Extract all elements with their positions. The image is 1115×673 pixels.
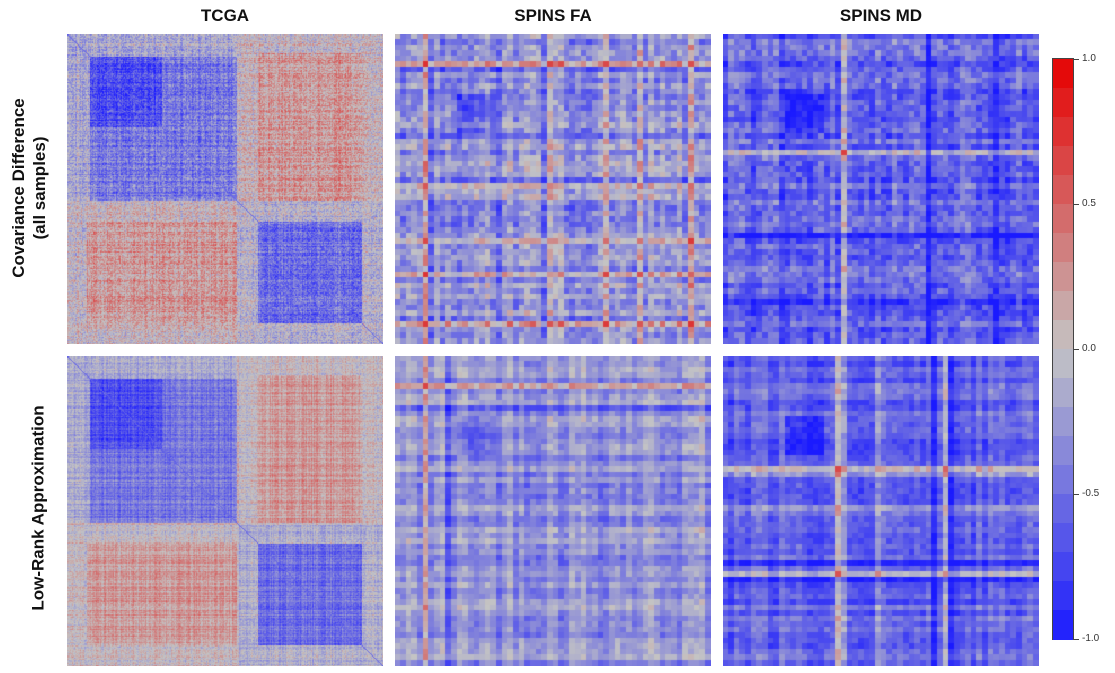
colorbar-band (1053, 581, 1073, 611)
row-label-covariance-difference: Covariance Difference (all samples) (8, 98, 50, 278)
colorbar-band (1053, 59, 1073, 89)
heatmap-spins-md-covariance (723, 34, 1039, 344)
colorbar-band (1053, 552, 1073, 582)
colorbar-tick (1074, 349, 1079, 350)
colorbar-band (1053, 407, 1073, 437)
heatmap-tcga-covariance (67, 34, 383, 344)
colorbar-band (1053, 117, 1073, 147)
colorbar-band (1053, 175, 1073, 205)
colorbar-gradient (1052, 58, 1074, 640)
colorbar-band (1053, 204, 1073, 234)
heatmap-spins-fa-low-rank (395, 356, 711, 666)
row-label-low-rank-approximation: Low-Rank Approximation (28, 405, 49, 610)
colorbar-tick-label: -0.5 (1082, 488, 1100, 499)
colorbar-band (1053, 465, 1073, 495)
column-title-spins-md: SPINS MD (839, 6, 923, 25)
heatmap-spins-md-low-rank (723, 356, 1039, 666)
colorbar-band (1053, 494, 1073, 524)
colorbar-tick (1074, 639, 1079, 640)
colorbar-tick (1074, 204, 1079, 205)
colorbar-band (1053, 146, 1073, 176)
colorbar-tick-label: -1.0 (1082, 633, 1100, 644)
colorbar-band (1053, 523, 1073, 553)
colorbar-tick (1074, 59, 1079, 60)
colorbar-band (1053, 262, 1073, 292)
column-title-spins-fa: SPINS FA (514, 6, 592, 25)
colorbar-tick-label: 0.0 (1082, 343, 1096, 354)
colorbar-tick (1074, 494, 1079, 495)
colorbar-band (1053, 233, 1073, 263)
colorbar-band (1053, 88, 1073, 118)
colorbar-band (1053, 291, 1073, 321)
heatmap-tcga-low-rank (67, 356, 383, 666)
heatmap-spins-fa-covariance (395, 34, 711, 344)
colorbar-band (1053, 378, 1073, 408)
colorbar-tick-label: 1.0 (1082, 53, 1096, 64)
row-label-line-2: (all samples) (30, 136, 49, 240)
colorbar-band (1053, 436, 1073, 466)
column-title-tcga: TCGA (200, 6, 250, 25)
row-label-line-1: Covariance Difference (9, 98, 28, 278)
colorbar-tick-label: 0.5 (1082, 198, 1096, 209)
colorbar-band (1053, 349, 1073, 379)
row-label-line-1: Low-Rank Approximation (28, 405, 48, 611)
colorbar-band (1053, 320, 1073, 350)
colorbar-band (1053, 610, 1073, 640)
colorbar: 1.0 0.5 0.0 -0.5 -1.0 (1052, 53, 1112, 644)
